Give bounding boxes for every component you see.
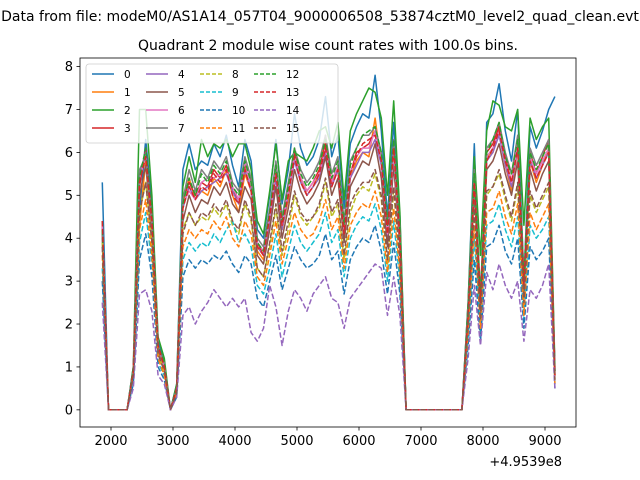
y-tick-label: 4 xyxy=(65,232,73,247)
legend-label-3: 3 xyxy=(124,123,131,135)
legend-label-4: 4 xyxy=(178,69,185,81)
figure-suptitle: Data from file: modeM0/AS1A14_057T04_900… xyxy=(1,9,639,25)
x-tick-label: 9000 xyxy=(528,434,561,449)
x-tick-label: 2000 xyxy=(94,434,127,449)
x-tick-label: 3000 xyxy=(156,434,189,449)
legend-label-5: 5 xyxy=(178,87,185,99)
legend-label-11: 11 xyxy=(232,123,245,135)
legend-label-10: 10 xyxy=(232,105,245,117)
y-tick-label: 0 xyxy=(65,403,73,418)
series-line-11 xyxy=(101,190,556,411)
x-tick-label: 6000 xyxy=(342,434,375,449)
legend-box xyxy=(85,63,339,144)
x-tick-label: 5000 xyxy=(280,434,313,449)
series-line-15 xyxy=(101,168,556,411)
y-tick-label: 2 xyxy=(65,318,73,333)
plot-frame xyxy=(79,57,577,428)
series-line-8 xyxy=(101,173,556,411)
legend-label-14: 14 xyxy=(286,105,300,117)
y-tick-label: 1 xyxy=(65,360,73,375)
x-tick-label: 8000 xyxy=(466,434,499,449)
series-line-9 xyxy=(101,203,556,411)
series-line-10 xyxy=(101,224,556,411)
y-tick-label: 3 xyxy=(65,275,73,290)
y-tick-label: 8 xyxy=(65,60,73,75)
legend-label-7: 7 xyxy=(178,123,185,135)
legend-label-13: 13 xyxy=(286,87,299,99)
x-offset-label: +4.9539e8 xyxy=(489,455,562,470)
y-tick-label: 5 xyxy=(65,189,73,204)
x-tick-label: 4000 xyxy=(218,434,251,449)
legend-label-12: 12 xyxy=(286,69,299,81)
legend-label-6: 6 xyxy=(178,105,185,117)
legend-label-8: 8 xyxy=(232,69,239,81)
y-tick-label: 6 xyxy=(65,146,73,161)
plot-lines xyxy=(101,74,556,411)
legend-label-0: 0 xyxy=(124,69,131,81)
legend-label-15: 15 xyxy=(286,123,299,135)
x-tick-label: 7000 xyxy=(404,434,437,449)
chart-title: Quadrant 2 module wise count rates with … xyxy=(138,38,518,54)
series-line-14 xyxy=(101,263,556,411)
y-tick-label: 7 xyxy=(65,103,73,118)
legend-label-9: 9 xyxy=(232,87,239,99)
axes: 2000 3000 4000 5000 6000 7000 8000 900001234567… xyxy=(65,57,577,449)
legend-label-1: 1 xyxy=(124,87,131,99)
legend-label-2: 2 xyxy=(124,105,131,117)
